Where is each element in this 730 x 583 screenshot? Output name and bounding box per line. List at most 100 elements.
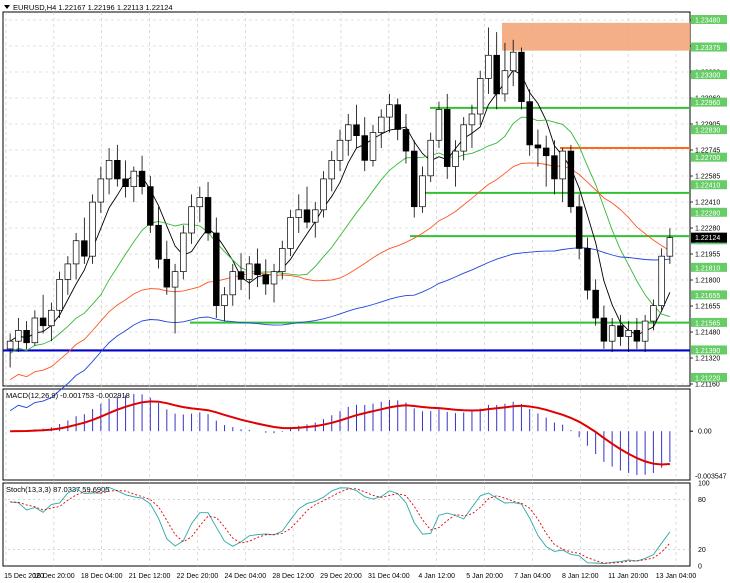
candle-body bbox=[584, 248, 591, 291]
candle-body bbox=[270, 271, 278, 285]
candle-body bbox=[171, 271, 179, 288]
candle-body bbox=[246, 263, 253, 280]
level-price-label-bg bbox=[691, 180, 727, 190]
header-triangle-icon bbox=[4, 5, 10, 9]
candle-body bbox=[105, 160, 113, 180]
stoch-header: Stoch(13,3,3) 87.0337 59.6905 bbox=[6, 485, 109, 494]
current-price-tag-bg bbox=[691, 232, 727, 243]
candle-body bbox=[345, 124, 352, 141]
macd-signal-line bbox=[10, 400, 670, 466]
candle-body bbox=[534, 144, 542, 149]
candle-body bbox=[575, 206, 583, 249]
candle-body bbox=[303, 209, 311, 223]
candle-body bbox=[476, 78, 484, 115]
stoch-tick-label: 80 bbox=[698, 497, 706, 504]
candle-body bbox=[666, 237, 674, 257]
candle-body bbox=[419, 175, 426, 208]
candle-body bbox=[617, 325, 624, 337]
candle-body bbox=[320, 178, 327, 211]
level-price-label: 1.23300 bbox=[695, 73, 720, 80]
candle-body bbox=[328, 160, 335, 180]
stoch-signal-line bbox=[10, 488, 671, 564]
candle-body bbox=[460, 124, 467, 152]
time-tick-label: 29 Dec 20:00 bbox=[320, 573, 362, 580]
stoch-main-line bbox=[10, 486, 671, 565]
price-tick-label: 1.21800 bbox=[695, 278, 720, 285]
level-price-label-bg bbox=[691, 207, 727, 217]
level-price-label: 1.22960 bbox=[695, 100, 720, 107]
level-price-label-bg bbox=[691, 290, 727, 300]
level-price-label-bg bbox=[691, 125, 727, 135]
price-panel-frame bbox=[2, 11, 691, 387]
level-price-label: 1.22410 bbox=[695, 183, 720, 190]
price-tick-label: 1.22745 bbox=[695, 148, 720, 155]
candle-body bbox=[97, 178, 105, 203]
level-price-label-bg bbox=[691, 152, 727, 162]
level-price-label: 1.21810 bbox=[695, 265, 720, 272]
time-tick-label: 13 Jan 04:00 bbox=[656, 573, 697, 580]
resistance-zone bbox=[502, 22, 690, 51]
candle-body bbox=[64, 263, 72, 280]
candle-body bbox=[608, 325, 616, 342]
level-price-label: 1.23480 bbox=[695, 18, 720, 25]
time-tick-label: 31 Dec 04:00 bbox=[368, 573, 410, 580]
candle-body bbox=[493, 54, 500, 95]
candle-body bbox=[138, 170, 146, 187]
candle-body bbox=[468, 113, 476, 126]
level-price-label: 1.22700 bbox=[695, 155, 720, 162]
candle-body bbox=[361, 135, 368, 161]
stoch-panel-frame bbox=[2, 482, 691, 567]
candle-body bbox=[188, 206, 195, 234]
ma-mid-line bbox=[9, 116, 671, 354]
candle-body bbox=[122, 178, 129, 187]
candle-body bbox=[551, 155, 558, 180]
candle-body bbox=[163, 258, 171, 288]
candle-body bbox=[6, 340, 14, 350]
level-price-label: 1.22830 bbox=[695, 128, 720, 135]
candle-body bbox=[650, 305, 657, 322]
candle-body bbox=[518, 51, 525, 102]
price-tick-label: 1.21480 bbox=[695, 330, 720, 337]
candle-body bbox=[526, 101, 533, 146]
ma-long-line bbox=[9, 247, 670, 412]
candle-body bbox=[410, 150, 418, 208]
price-tick-label: 1.21955 bbox=[695, 252, 720, 259]
candle-body bbox=[155, 224, 162, 260]
macd-tick-label: -0.003547 bbox=[695, 474, 727, 481]
candle-body bbox=[353, 124, 360, 136]
level-price-label-bg bbox=[691, 15, 727, 24]
time-tick-label: 21 Dec 12:00 bbox=[129, 573, 171, 580]
level-price-label: 1.21390 bbox=[695, 348, 720, 355]
candle-body bbox=[279, 248, 286, 272]
candle-body bbox=[402, 129, 410, 152]
level-price-label-bg bbox=[691, 42, 727, 52]
candle-body bbox=[221, 294, 228, 306]
candle-body bbox=[641, 320, 649, 342]
price-tick-label: 1.22280 bbox=[695, 226, 720, 233]
level-price-label-bg bbox=[691, 262, 727, 272]
level-price-label-bg bbox=[691, 373, 727, 382]
candle-body bbox=[130, 170, 138, 187]
candle-body bbox=[287, 217, 294, 249]
macd-panel-frame bbox=[2, 388, 691, 481]
candle-body bbox=[89, 201, 96, 257]
candle-body bbox=[377, 116, 385, 133]
candle-body bbox=[559, 150, 566, 180]
candle-body bbox=[237, 271, 245, 280]
stoch-tick-label: 0 bbox=[698, 564, 702, 571]
candle-body bbox=[658, 255, 665, 306]
candle-body bbox=[394, 104, 401, 130]
price-tick-label: 1.21160 bbox=[695, 382, 720, 389]
time-tick-label: 28 Dec 12:00 bbox=[272, 573, 314, 580]
candle-body bbox=[262, 274, 270, 285]
candle-body bbox=[312, 209, 319, 223]
time-tick-label: 4 Jan 12:00 bbox=[418, 573, 455, 580]
price-tick-label: 1.22410 bbox=[695, 200, 720, 207]
candle-body bbox=[452, 150, 459, 167]
time-tick-label: 7 Jan 04:00 bbox=[514, 573, 551, 580]
time-tick-label: 11 Jan 20:00 bbox=[608, 573, 648, 580]
symbol-header: EURUSD,H4 1.22167 1.22196 1.22113 1.2212… bbox=[13, 3, 173, 12]
candle-body bbox=[600, 317, 608, 342]
